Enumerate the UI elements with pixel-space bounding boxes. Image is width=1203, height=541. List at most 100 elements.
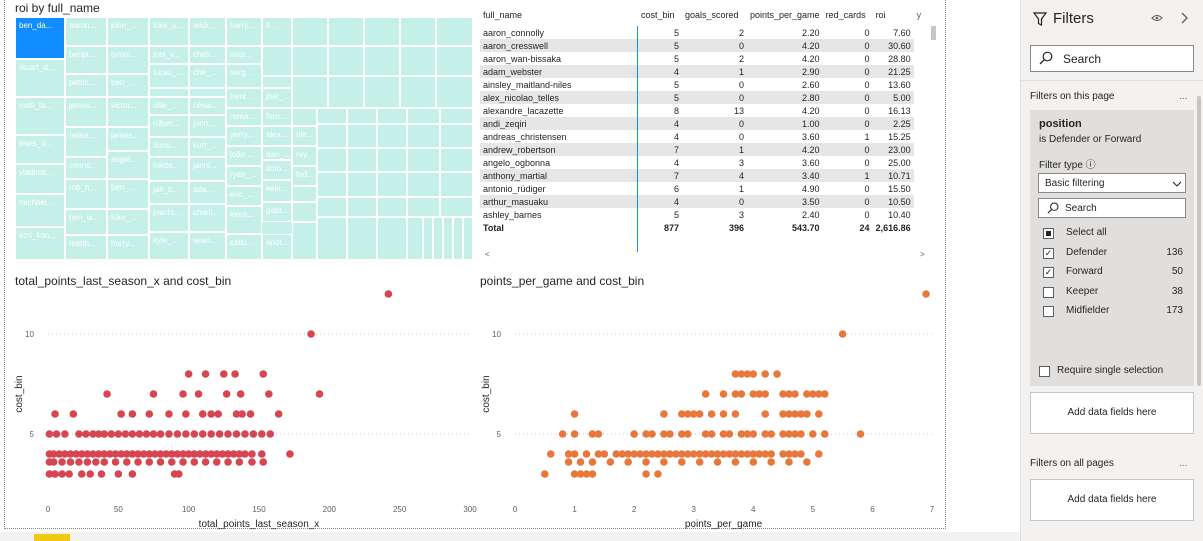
data-point[interactable] <box>779 430 787 438</box>
data-point[interactable] <box>749 450 758 458</box>
data-point[interactable] <box>156 450 165 458</box>
treemap-cell[interactable]: kyle_... <box>149 232 189 260</box>
table-vertical-scrollbar[interactable] <box>930 24 938 246</box>
treemap-cell[interactable]: kiera... <box>226 206 262 234</box>
column-header-red-cards[interactable]: red_cards <box>825 10 866 20</box>
treemap-cell[interactable]: sean... <box>189 232 226 260</box>
data-point[interactable] <box>540 470 549 478</box>
data-point[interactable] <box>737 450 746 458</box>
data-point[interactable] <box>224 430 232 438</box>
data-point[interactable] <box>232 410 241 418</box>
treemap-cell[interactable] <box>292 222 317 260</box>
data-point[interactable] <box>678 410 686 418</box>
treemap-cell[interactable] <box>400 17 436 46</box>
data-point[interactable] <box>725 430 734 438</box>
roi-treemap[interactable]: ben_da... aaron... john_... luke_s... andr..… <box>15 17 473 260</box>
treemap-cell[interactable] <box>377 108 407 124</box>
treemap-cell[interactable] <box>400 46 436 76</box>
treemap-cell[interactable] <box>317 217 347 260</box>
treemap-cell[interactable]: hécto... <box>149 157 189 181</box>
data-point[interactable] <box>241 430 249 438</box>
treemap-cell[interactable]: ben_... <box>107 74 149 97</box>
treemap-cell[interactable]: ryan_... <box>226 166 262 186</box>
treemap-cell[interactable]: andr... <box>189 17 226 46</box>
treemap-cell[interactable]: vladimir... <box>15 164 65 194</box>
treemap-cell[interactable]: john_... <box>107 17 149 46</box>
data-point[interactable] <box>642 458 650 466</box>
data-point[interactable] <box>134 450 142 458</box>
treemap-cell[interactable] <box>292 186 317 202</box>
treemap-cell[interactable] <box>407 172 440 197</box>
data-point[interactable] <box>156 458 165 466</box>
data-point[interactable] <box>114 470 123 478</box>
data-point[interactable] <box>779 390 787 398</box>
filter-option-defender[interactable]: ✓ Defender 136 <box>1043 247 1183 261</box>
data-point[interactable] <box>707 430 716 438</box>
treemap-cell[interactable] <box>347 124 377 148</box>
data-point[interactable] <box>103 390 111 398</box>
data-point[interactable] <box>128 430 137 438</box>
treemap-cell[interactable]: callu... <box>226 234 262 260</box>
data-point[interactable] <box>761 430 769 438</box>
data-point[interactable] <box>922 290 930 298</box>
data-point[interactable] <box>207 430 215 438</box>
column-header-goals-scored[interactable]: goals_scored <box>685 10 739 20</box>
data-point[interactable] <box>660 458 668 466</box>
data-point[interactable] <box>767 458 775 466</box>
treemap-cell[interactable]: fed... <box>292 166 317 186</box>
data-point[interactable] <box>719 390 728 398</box>
data-point[interactable] <box>265 390 273 398</box>
treemap-cell[interactable] <box>440 197 473 217</box>
data-point[interactable] <box>61 450 69 458</box>
filters-scrollbar[interactable] <box>1197 96 1201 386</box>
data-point[interactable] <box>570 470 579 478</box>
data-point[interactable] <box>248 450 256 458</box>
data-point[interactable] <box>214 410 223 418</box>
treemap-cell[interactable] <box>347 217 377 260</box>
treemap-cell[interactable] <box>407 124 440 148</box>
data-point[interactable] <box>618 450 627 458</box>
data-point[interactable] <box>111 450 120 458</box>
add-data-fields-all-drop[interactable]: Add data fields here <box>1030 479 1194 521</box>
data-point[interactable] <box>654 470 662 478</box>
data-point[interactable] <box>173 430 182 438</box>
table-row[interactable]: antonio_rüdiger 6 1 4.90 0 15.50 <box>480 182 924 195</box>
data-point[interactable] <box>582 450 591 458</box>
data-point[interactable] <box>815 450 823 458</box>
treemap-cell[interactable] <box>377 124 407 148</box>
treemap-cell[interactable]: dan_... <box>262 146 292 160</box>
treemap-cell[interactable]: matth... <box>65 235 107 260</box>
data-point[interactable] <box>701 390 710 398</box>
data-point[interactable] <box>713 450 722 458</box>
data-point[interactable] <box>791 390 799 398</box>
data-point[interactable] <box>151 450 159 458</box>
data-point[interactable] <box>576 470 585 478</box>
data-point[interactable] <box>588 458 597 466</box>
data-point[interactable] <box>114 430 123 438</box>
data-point[interactable] <box>683 410 692 418</box>
data-point[interactable] <box>207 450 215 458</box>
data-point[interactable] <box>606 458 615 466</box>
table-row[interactable]: andreas_christensen 4 0 3.60 1 15.25 <box>480 130 924 143</box>
data-point[interactable] <box>52 430 61 438</box>
data-point[interactable] <box>49 458 58 466</box>
data-point[interactable] <box>564 450 573 458</box>
data-point[interactable] <box>785 410 793 418</box>
data-point[interactable] <box>190 450 199 458</box>
data-point[interactable] <box>719 450 728 458</box>
table-row[interactable]: arthur_masuaku 4 0 3.50 0 10.50 <box>480 195 924 208</box>
data-point[interactable] <box>89 450 97 458</box>
treemap-cell[interactable]: luke_s... <box>149 17 189 46</box>
data-point[interactable] <box>761 410 769 418</box>
eye-icon[interactable] <box>1151 14 1163 22</box>
treemap-cell[interactable]: lewis_d... <box>15 135 65 164</box>
data-point[interactable] <box>241 450 249 458</box>
data-point[interactable] <box>100 450 109 458</box>
treemap-cell[interactable]: mas... <box>226 46 262 64</box>
treemap-cell[interactable] <box>292 108 317 126</box>
data-table[interactable]: full_name cost_bin goals_scored points_p… <box>480 4 940 262</box>
data-point[interactable] <box>106 450 114 458</box>
treemap-cell[interactable] <box>317 124 347 148</box>
scatter-chart-points-per-game[interactable]: 5 10 0 1 2 3 4 5 6 7 points_per_game cost_bin <box>475 290 940 530</box>
treemap-cell[interactable] <box>262 76 292 88</box>
